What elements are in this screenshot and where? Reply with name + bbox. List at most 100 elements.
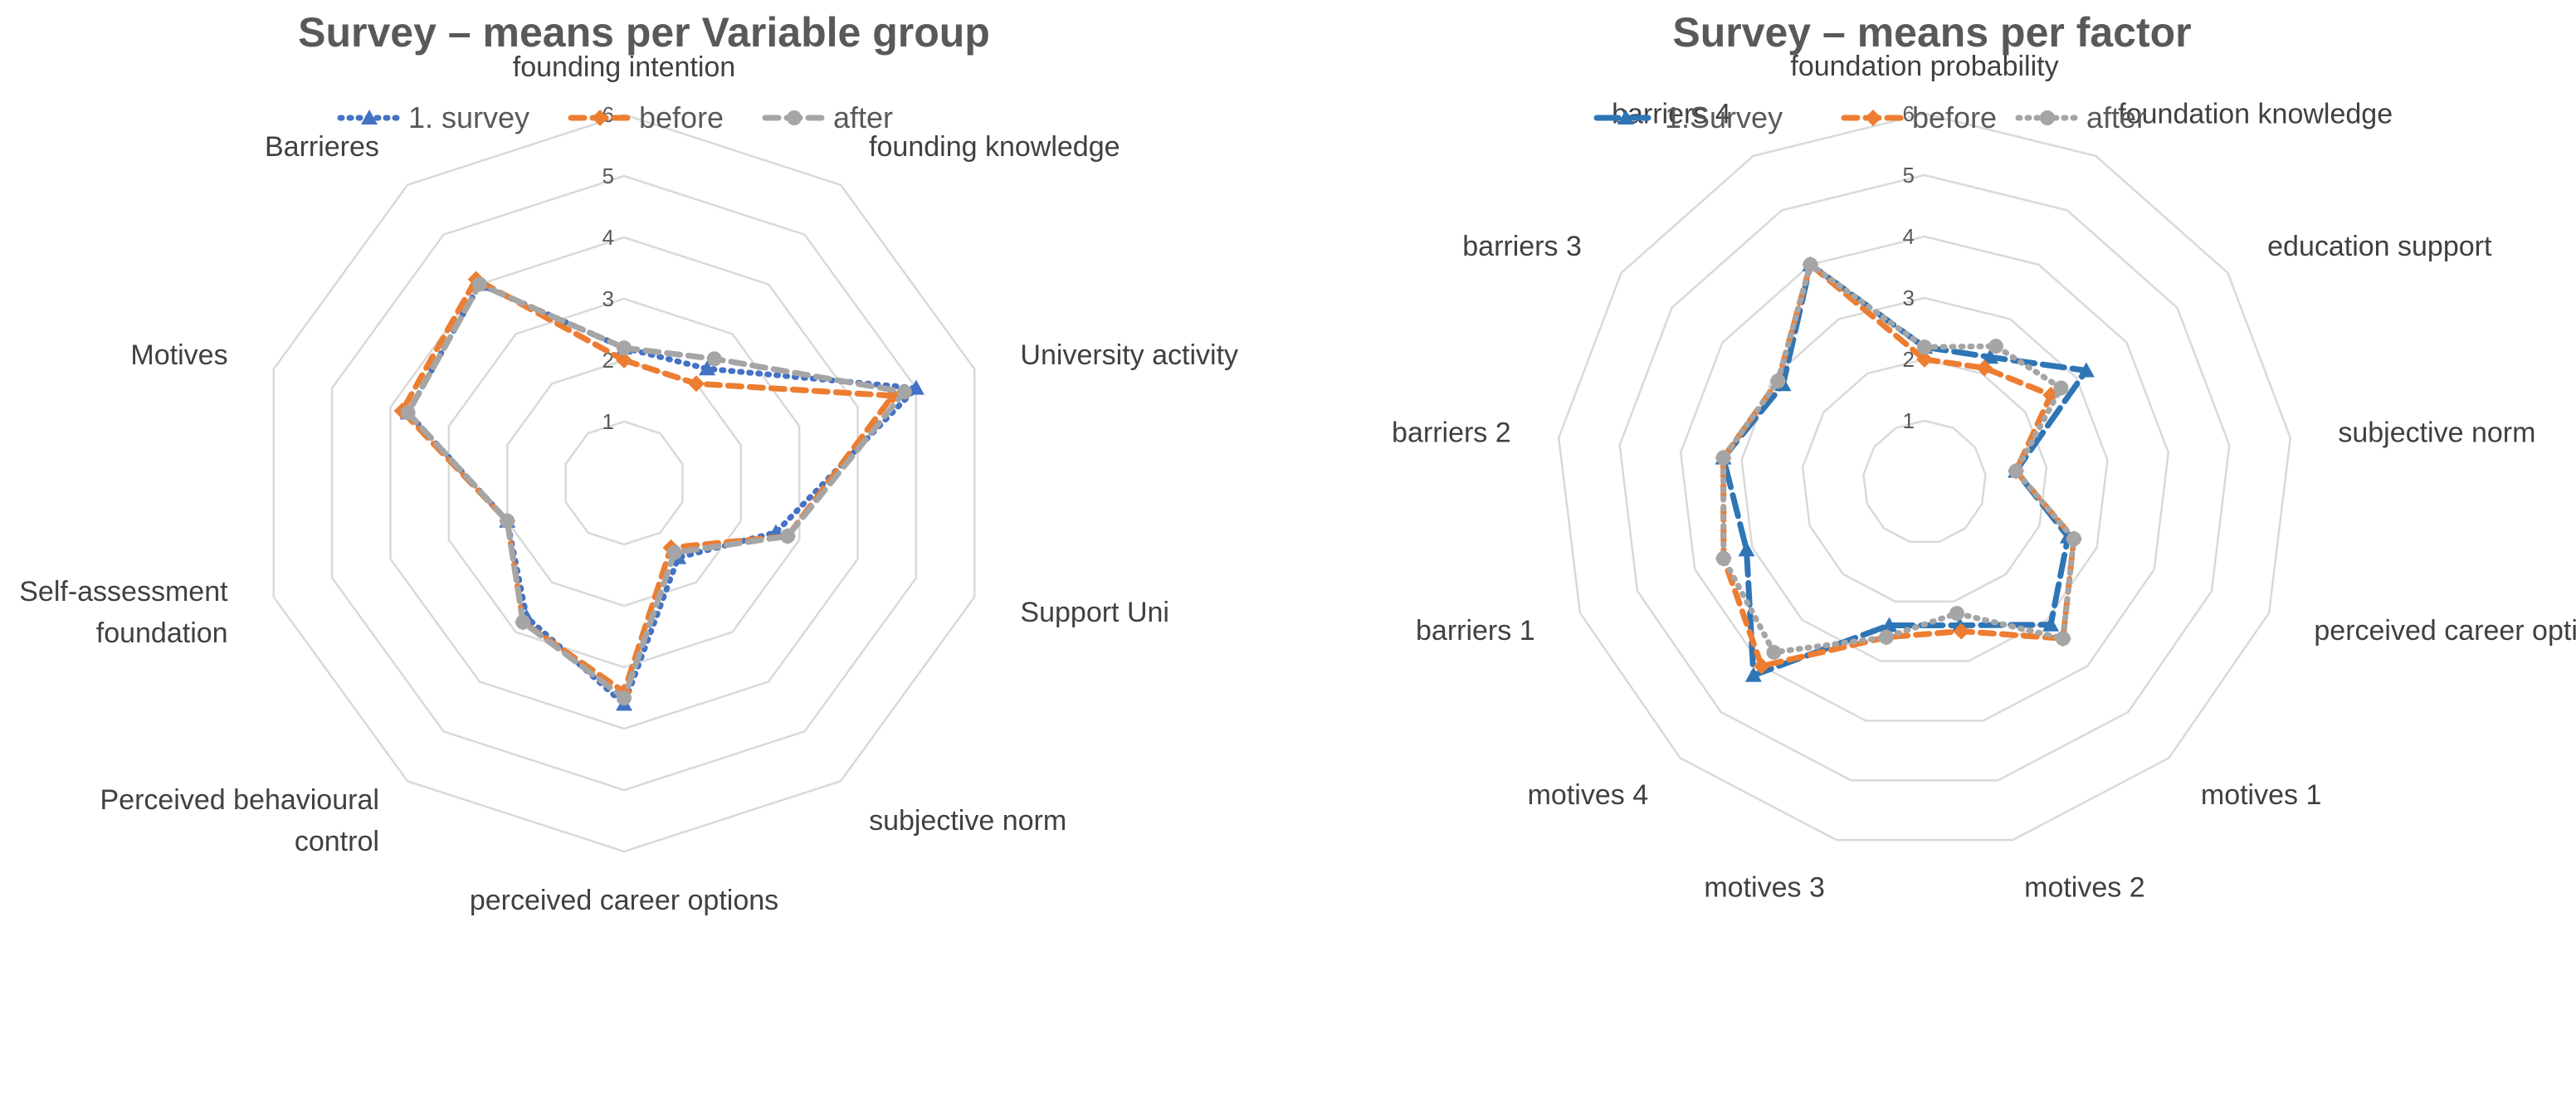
category-label-line: foundation knowledge: [2118, 99, 2393, 130]
category-label-line: motives 3: [1704, 871, 1825, 903]
data-point: [1878, 629, 1894, 645]
data-point: [1917, 339, 1932, 355]
grid-ring: [389, 236, 859, 730]
data-point: [617, 340, 632, 356]
category-label-line: barriers 1: [1416, 615, 1535, 647]
grid-ring: [505, 359, 743, 608]
category-label: Barrieres: [265, 131, 379, 163]
data-point: [2008, 463, 2024, 479]
grid-ring: [1801, 358, 2048, 603]
radar-chart-factor: 1 2 3 4 5 6 foundation probability foundation k…: [1392, 51, 2576, 903]
category-label: barriers 3: [1462, 231, 1582, 262]
data-point: [907, 379, 925, 395]
axis-tick-label: 5: [1903, 163, 1915, 188]
legend-swatch-marker: [1617, 110, 1634, 124]
category-label: perceived career options: [470, 885, 778, 916]
category-label-line: education support: [2267, 231, 2492, 262]
legend-swatch-marker: [361, 110, 378, 124]
category-label: motives 4: [1528, 779, 1649, 811]
axis-tick-label: 3: [1903, 285, 1915, 310]
data-point: [1916, 351, 1933, 368]
category-label: Motives: [130, 339, 227, 371]
grid-ring: [1679, 235, 2170, 722]
data-point: [687, 375, 705, 393]
chart-panel-variable-group: 1 2 3 4 5 6 founding intention founding knowled…: [19, 9, 1238, 916]
data-point: [1976, 359, 1993, 377]
category-label-line: founding knowledge: [869, 131, 1120, 163]
data-point: [706, 351, 722, 367]
grid-ring: [1618, 173, 2231, 782]
category-label-line: Motives: [130, 339, 227, 371]
category-label: foundation knowledge: [2118, 99, 2393, 130]
category-label: subjective norm: [869, 805, 1066, 837]
data-point: [896, 384, 912, 400]
chart-panel-factor: 1 2 3 4 5 6 foundation probability foundation k…: [1288, 0, 2576, 1098]
category-label-line: perceived career options: [2314, 615, 2576, 647]
category-label: motives 2: [2024, 871, 2145, 903]
data-point: [1753, 657, 1770, 675]
data-point: [1766, 644, 1782, 660]
category-label: founding intention: [513, 51, 735, 83]
data-point: [1988, 339, 2003, 354]
radar-grid: [272, 113, 976, 853]
category-label: Support Uni: [1020, 597, 1169, 628]
series-before: [1715, 256, 2082, 675]
category-label: education support: [2267, 231, 2492, 262]
series-after: [1715, 256, 2081, 660]
data-point: [666, 544, 682, 560]
category-label-line: motives 4: [1528, 779, 1649, 811]
axis-tick-label: 4: [1903, 224, 1915, 249]
grid-ring: [564, 420, 684, 546]
category-label-line: foundation: [96, 617, 228, 649]
data-point: [1715, 450, 1731, 466]
data-point: [699, 360, 716, 376]
chart-title: Survey – means per Variable group: [298, 9, 990, 56]
axis-tick-label: 5: [603, 163, 614, 188]
axis-tick-label: 2: [603, 348, 614, 373]
data-point: [1949, 606, 1964, 622]
legend-swatch-marker: [2040, 110, 2055, 125]
category-label: founding knowledge: [869, 131, 1120, 163]
data-point: [2077, 362, 2095, 378]
axis-tick-label: 1: [1903, 408, 1915, 433]
data-point: [500, 513, 515, 529]
series-line: [1720, 261, 2090, 679]
chart-title: Survey – means per factor: [1672, 9, 2192, 56]
legend-label: after: [2086, 100, 2146, 134]
legend-label: before: [1912, 100, 1997, 134]
data-point: [2053, 380, 2069, 396]
legend-label: after: [833, 100, 893, 134]
category-label-line: founding intention: [513, 51, 735, 83]
legend-swatch-marker: [787, 110, 802, 125]
category-label-line: perceived career options: [470, 885, 778, 916]
data-point: [1738, 541, 1755, 557]
legend-label: before: [639, 100, 724, 134]
legend: 1.Survey before after: [1593, 100, 2146, 134]
category-label-line: Barrieres: [265, 131, 379, 163]
series-line: [405, 281, 908, 701]
category-label: University activity: [1020, 339, 1238, 371]
category-label-line: barriers 3: [1462, 231, 1582, 262]
category-label: barriers 1: [1416, 615, 1535, 647]
category-label: motives 3: [1704, 871, 1825, 903]
data-point: [472, 276, 488, 292]
data-point: [2042, 616, 2060, 632]
category-label-line: subjective norm: [2338, 417, 2535, 448]
category-label: perceived career options: [2314, 615, 2576, 647]
data-point: [515, 614, 531, 630]
category-label-line: Support Uni: [1020, 597, 1169, 628]
category-label-line: motives 2: [2024, 871, 2145, 903]
legend-swatch-marker: [592, 110, 608, 126]
category-label-line: control: [295, 826, 379, 857]
data-point: [1982, 349, 1999, 364]
data-point: [1715, 550, 1731, 566]
category-label: foundation probability: [1790, 51, 2058, 82]
data-point: [1953, 622, 1970, 640]
legend-swatch-marker: [1865, 110, 1881, 126]
legend-label: 1.Survey: [1665, 100, 1783, 134]
data-point: [2066, 531, 2081, 547]
category-label: barriers 4: [1612, 99, 1731, 130]
category-label-line: Self-assessment: [19, 576, 228, 608]
grid-ring: [330, 174, 918, 792]
